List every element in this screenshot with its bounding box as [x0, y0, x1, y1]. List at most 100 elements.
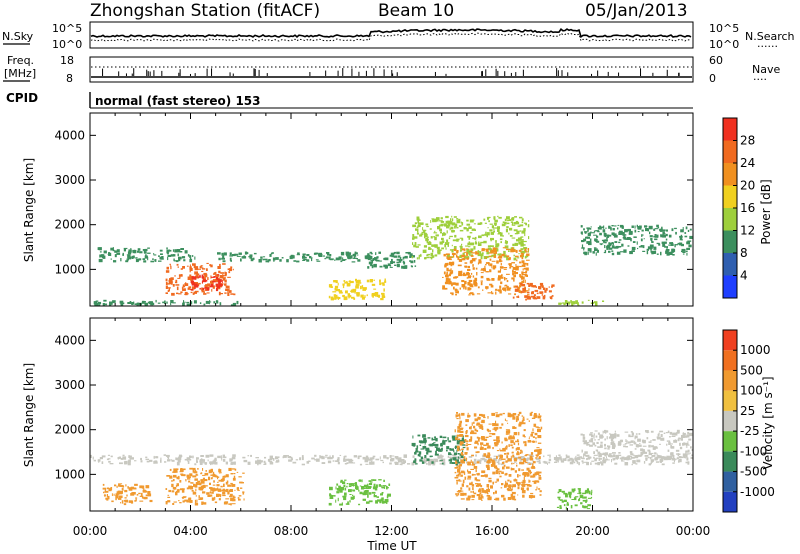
heatmap-cell [501, 494, 505, 498]
heatmap-cell [583, 247, 585, 251]
heatmap-cell [419, 234, 423, 237]
heatmap-cell [454, 226, 457, 228]
heatmap-cell [471, 422, 473, 426]
heatmap-cell [607, 244, 610, 247]
heatmap-cell [503, 222, 507, 225]
heatmap-cell [634, 435, 638, 439]
heatmap-cell [450, 271, 453, 274]
heatmap-cell [499, 454, 503, 458]
heatmap-cell [519, 474, 521, 477]
heatmap-cell [602, 430, 604, 434]
heatmap-cell [646, 248, 649, 251]
heatmap-cell [522, 479, 526, 484]
heatmap-cell [197, 276, 201, 278]
heatmap-cell [506, 226, 509, 229]
heatmap-cell [474, 229, 476, 231]
heatmap-cell [478, 423, 481, 426]
heatmap-cell [359, 491, 363, 495]
heatmap-cell [154, 460, 158, 462]
heatmap-cell [120, 502, 122, 504]
heatmap-cell [490, 232, 494, 235]
heatmap-cell [483, 256, 488, 260]
heatmap-cell [612, 233, 614, 236]
heatmap-cell [108, 303, 112, 306]
heatmap-cell [370, 260, 373, 262]
heatmap-cell [447, 242, 450, 244]
heatmap-cell [485, 286, 489, 289]
heatmap-cell [539, 494, 542, 496]
heatmap-cell [418, 255, 420, 258]
heatmap-cell [232, 302, 236, 306]
heatmap-cell [606, 234, 610, 237]
heatmap-cell [499, 266, 504, 269]
freq-label-line2: [MHz] [4, 67, 36, 80]
heatmap-cell [381, 492, 384, 494]
heatmap-cell [434, 436, 436, 439]
heatmap-cell [457, 290, 459, 294]
heatmap-cell [505, 430, 510, 433]
heatmap-cell [649, 244, 654, 248]
heatmap-cell [470, 426, 472, 430]
heatmap-cell [523, 280, 525, 284]
heatmap-cell [179, 488, 184, 491]
heatmap-cell [493, 439, 496, 441]
heatmap-cell [494, 289, 498, 291]
heatmap-cell [202, 477, 205, 481]
heatmap-cell [677, 453, 681, 455]
heatmap-cell [182, 496, 187, 498]
heatmap-cell [524, 279, 526, 284]
heatmap-cell [525, 267, 529, 271]
heatmap-cell [651, 445, 654, 448]
heatmap-cell [538, 474, 541, 477]
heatmap-cell [487, 245, 492, 248]
heatmap-cell [506, 216, 510, 220]
heatmap-cell [177, 277, 180, 279]
heatmap-cell [477, 437, 481, 440]
heatmap-cell [581, 247, 585, 249]
velocity-colorbar-tick: -100 [740, 444, 767, 458]
heatmap-cell [679, 457, 684, 459]
heatmap-cell [390, 459, 394, 462]
velocity-colorbar-tick: 25 [740, 404, 755, 418]
heatmap-cell [473, 279, 477, 282]
heatmap-cell [390, 252, 395, 256]
heatmap-cell [581, 449, 583, 453]
heatmap-cell [456, 445, 460, 449]
heatmap-cell [497, 253, 501, 256]
heatmap-cell [437, 249, 441, 254]
heatmap-cell [165, 501, 168, 505]
heatmap-cell [332, 495, 336, 497]
heatmap-cell [630, 440, 634, 443]
heatmap-cell [514, 242, 518, 246]
heatmap-cell [650, 460, 654, 463]
heatmap-cell [202, 486, 206, 489]
heatmap-cell [493, 230, 495, 233]
heatmap-cell [460, 221, 462, 224]
heatmap-cell [502, 448, 506, 452]
heatmap-cell [579, 494, 584, 499]
heatmap-cell [512, 296, 515, 299]
heatmap-cell [522, 473, 525, 476]
heatmap-cell [506, 420, 508, 422]
heatmap-cell [536, 456, 538, 458]
heatmap-cell [611, 441, 615, 444]
heatmap-cell [123, 503, 127, 506]
heatmap-cell [456, 412, 458, 414]
heatmap-cell [198, 498, 203, 500]
heatmap-cell [149, 499, 153, 503]
heatmap-cell [518, 456, 522, 459]
heatmap-cell [481, 234, 485, 237]
heatmap-cell [443, 253, 446, 257]
heatmap-cell [488, 423, 492, 425]
heatmap-cell [581, 460, 584, 463]
heatmap-cell [611, 436, 614, 439]
heatmap-cell [483, 240, 487, 244]
heatmap-cell [637, 226, 640, 230]
heatmap-cell [520, 456, 525, 458]
heatmap-cell [216, 285, 220, 289]
heatmap-cell [233, 293, 236, 296]
heatmap-cell [485, 262, 490, 264]
heatmap-cell [677, 453, 680, 457]
heatmap-cell [521, 280, 524, 284]
heatmap-cell [514, 244, 517, 246]
